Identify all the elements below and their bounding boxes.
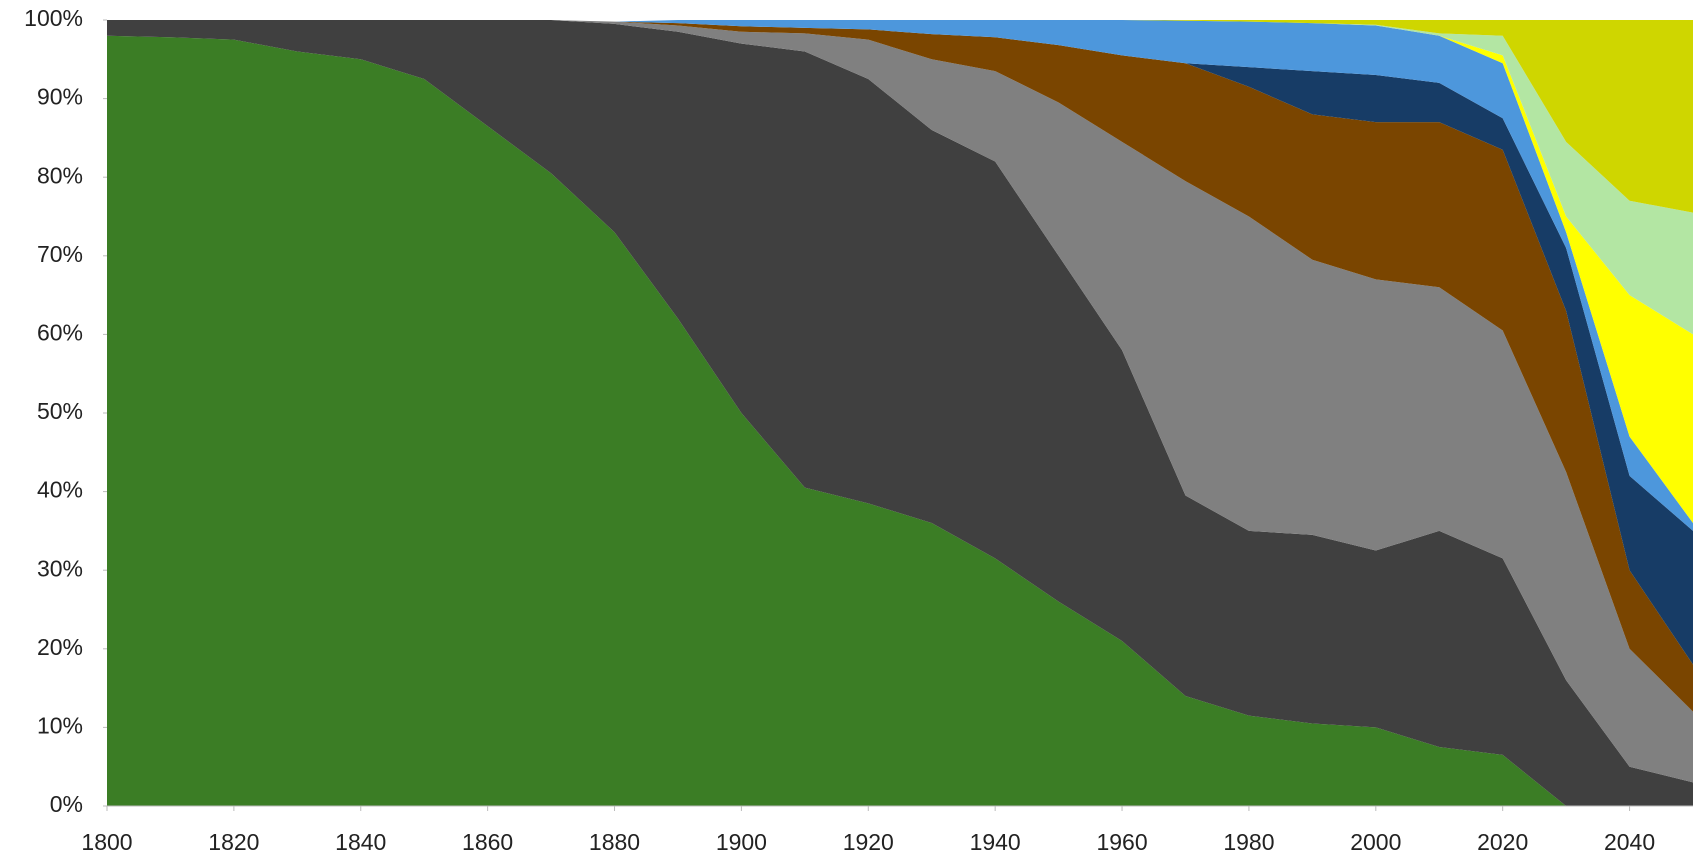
y-tick-label: 60%	[37, 319, 83, 345]
x-tick-label: 1920	[843, 829, 894, 855]
x-tick-label: 1860	[462, 829, 513, 855]
x-tick-label: 1980	[1223, 829, 1274, 855]
x-tick-label: 1840	[335, 829, 386, 855]
area	[107, 20, 1693, 783]
y-tick-label: 10%	[37, 712, 83, 738]
x-tick-label: 1880	[589, 829, 640, 855]
y-tick-label: 20%	[37, 634, 83, 660]
y-tick-label: 40%	[37, 477, 83, 503]
area	[107, 20, 1693, 213]
x-tick-label: 1800	[81, 829, 132, 855]
area	[107, 20, 1693, 806]
x-tick-label: 1900	[716, 829, 767, 855]
y-tick-label: 80%	[37, 162, 83, 188]
area	[107, 35, 1693, 807]
x-tick-label: 2020	[1477, 829, 1528, 855]
y-tick-label: 30%	[37, 555, 83, 581]
y-tick-label: 0%	[50, 791, 83, 817]
x-tick-label: 1820	[208, 829, 259, 855]
y-tick-label: 50%	[37, 398, 83, 424]
x-tick-label: 2040	[1604, 829, 1655, 855]
x-tick-label: 1940	[970, 829, 1021, 855]
y-tick-label: 100%	[24, 5, 83, 31]
y-tick-label: 70%	[37, 241, 83, 267]
x-tick-label: 1960	[1096, 829, 1147, 855]
area	[107, 20, 1693, 712]
x-tick-label: 2000	[1350, 829, 1401, 855]
y-tick-label: 90%	[37, 84, 83, 110]
